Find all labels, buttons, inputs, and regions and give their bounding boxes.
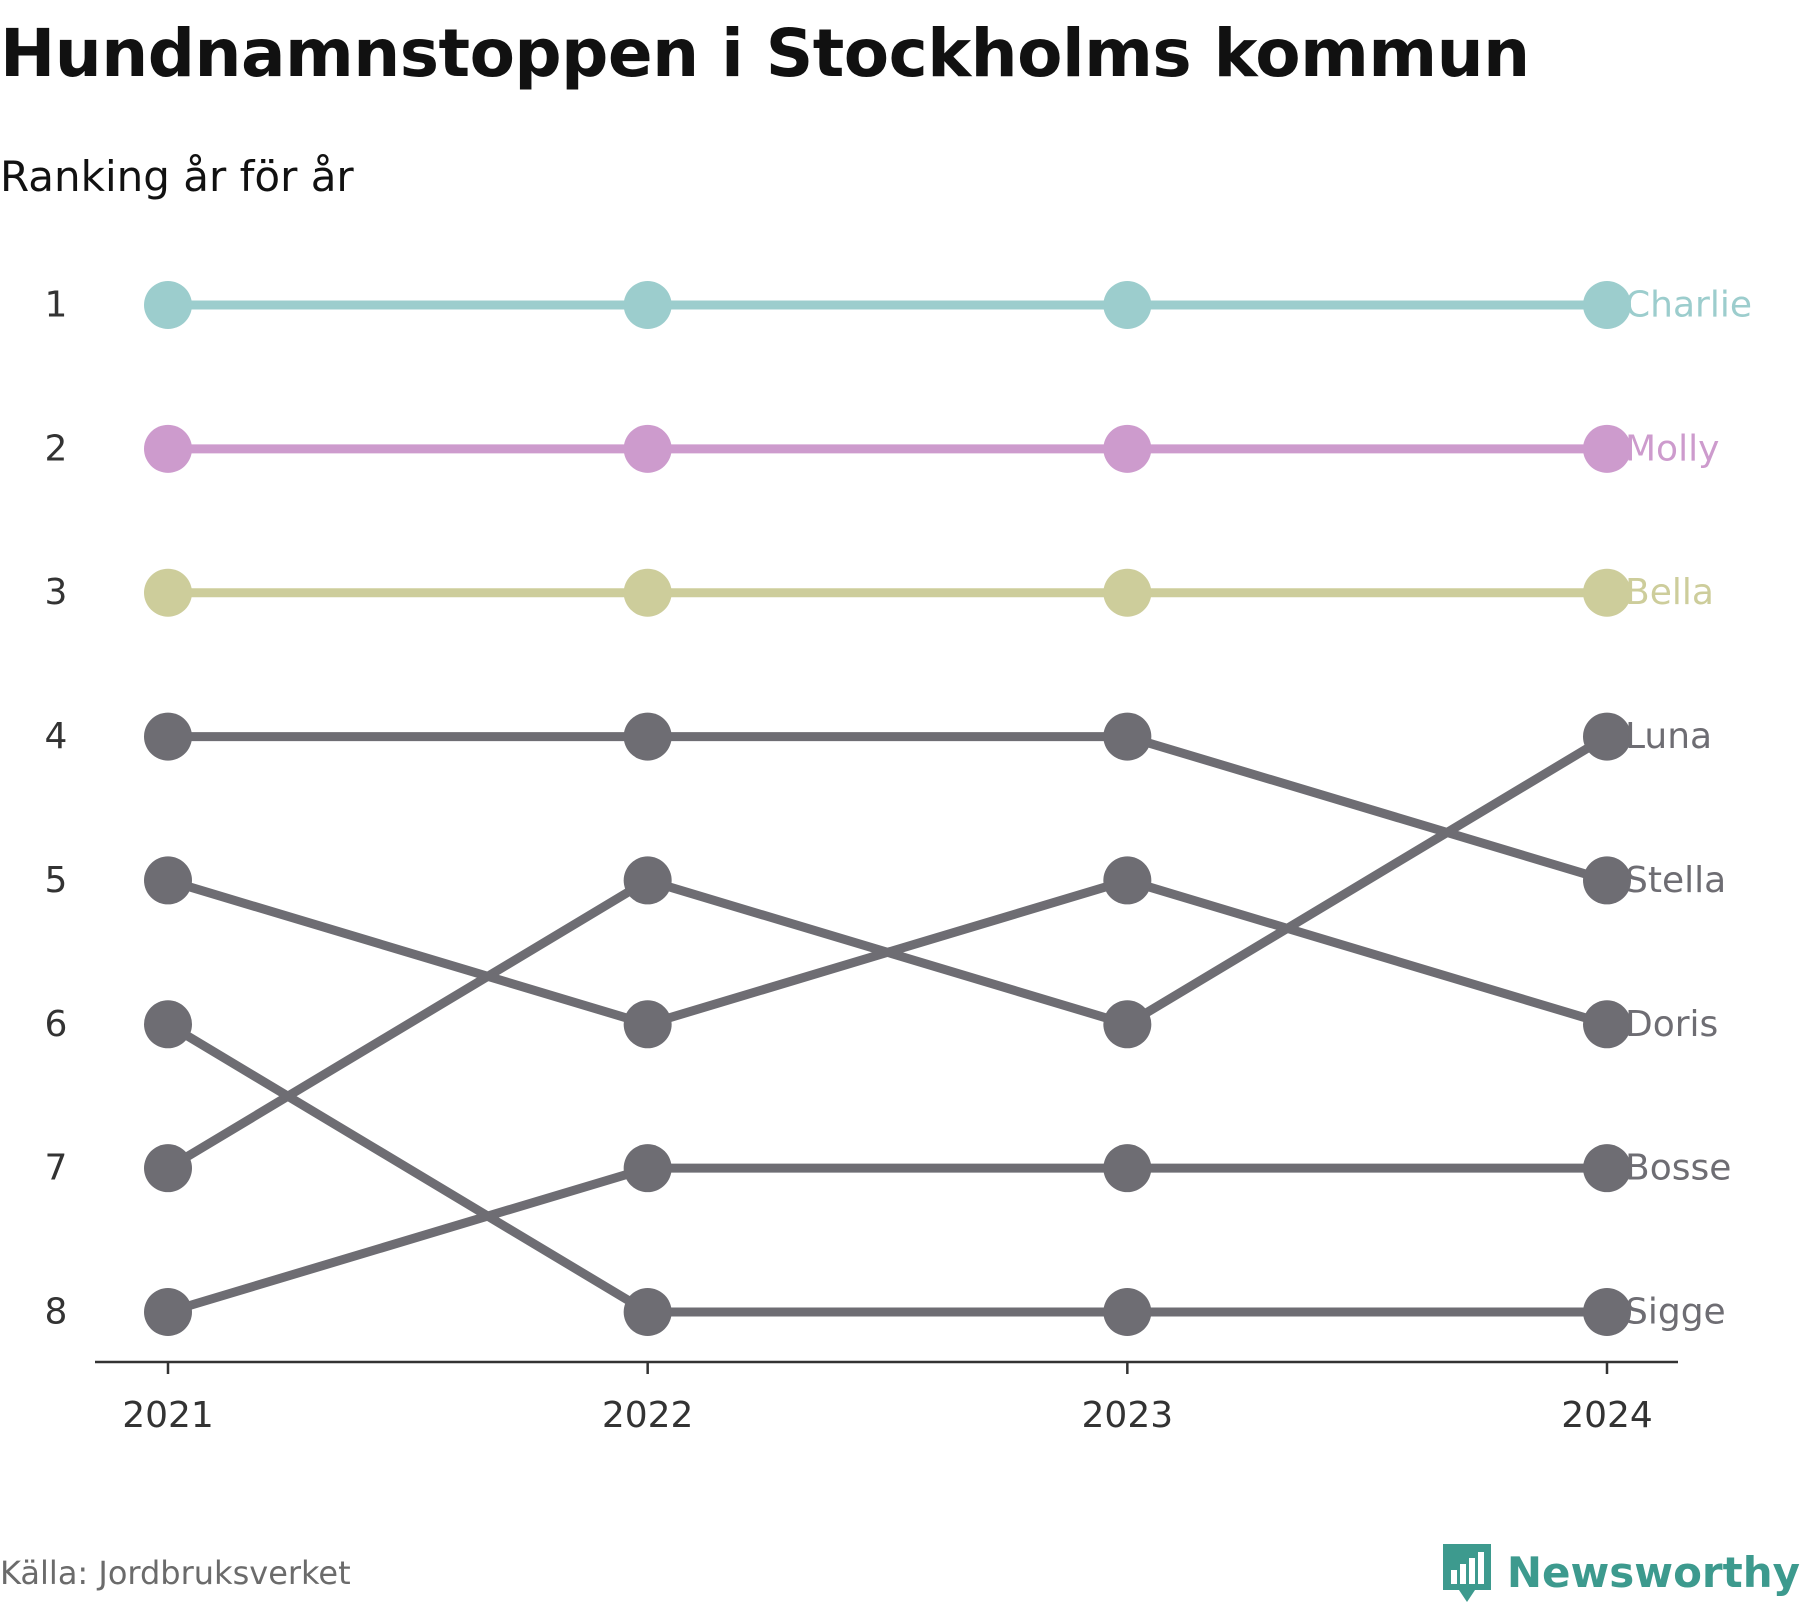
data-point	[623, 856, 672, 905]
x-tick-label: 2024	[1561, 1395, 1653, 1436]
y-tick-label: 8	[45, 1292, 68, 1333]
x-tick-label: 2022	[602, 1395, 694, 1436]
series-label: Stella	[1625, 860, 1726, 901]
data-point	[623, 281, 672, 329]
y-tick-label: 6	[45, 1004, 68, 1045]
data-point	[1103, 856, 1152, 905]
data-point	[1103, 424, 1152, 473]
data-point	[1103, 1288, 1152, 1336]
data-point	[623, 1144, 672, 1193]
series-molly: Molly	[144, 424, 1719, 473]
data-point	[1583, 712, 1631, 761]
data-point	[1583, 856, 1631, 905]
data-point	[623, 424, 672, 473]
data-point	[144, 712, 192, 761]
data-point	[623, 568, 672, 617]
data-point	[144, 1288, 192, 1336]
y-tick-label: 1	[45, 285, 68, 326]
data-point	[1583, 568, 1631, 617]
bump-chart: 1 2 3 4 5 6 7 8 2021 2022 2023 2024 Luna Stella Doris B…	[45, 281, 1752, 1436]
y-tick-label: 2	[45, 428, 68, 469]
series-label: Bella	[1625, 572, 1714, 613]
chart-title: Hundnamnstoppen i Stockholms kommun	[0, 15, 1530, 92]
series-charlie: Charlie	[144, 281, 1752, 329]
data-point	[144, 281, 192, 329]
data-point	[623, 712, 672, 761]
logo-text: Newsworthy	[1506, 1548, 1800, 1597]
data-point	[1103, 712, 1152, 761]
data-point	[144, 856, 192, 905]
series-line	[163, 1019, 1612, 1317]
data-point	[1583, 1144, 1631, 1193]
series-luna: Luna	[144, 712, 1712, 1193]
series-doris: Doris	[144, 856, 1718, 1049]
series-label: Sigge	[1625, 1292, 1726, 1333]
data-point	[1583, 424, 1631, 473]
data-point	[144, 1144, 192, 1193]
data-point	[1583, 1288, 1631, 1336]
data-point	[623, 1000, 672, 1049]
data-point	[1103, 568, 1152, 617]
series-label: Doris	[1625, 1004, 1718, 1045]
y-tick-label: 5	[45, 860, 68, 901]
series-label: Molly	[1625, 428, 1719, 469]
newsworthy-logo: Newsworthy	[1442, 1542, 1800, 1604]
y-tick-label: 4	[45, 716, 68, 757]
x-tick-label: 2021	[122, 1395, 214, 1436]
x-tick-label: 2023	[1082, 1395, 1174, 1436]
series-line	[163, 1163, 1612, 1317]
series-stella: Stella	[144, 712, 1726, 905]
series-line	[163, 875, 1612, 1029]
chart-subtitle: Ranking år för år	[0, 152, 354, 201]
data-point	[1103, 1144, 1152, 1193]
source-note: Källa: Jordbruksverket	[0, 1554, 351, 1592]
y-tick-label: 7	[45, 1148, 68, 1189]
series-bosse: Bosse	[144, 1144, 1731, 1336]
data-point	[144, 568, 192, 617]
data-point	[1103, 281, 1152, 329]
series-label: Charlie	[1625, 285, 1752, 326]
series-bella: Bella	[144, 568, 1714, 617]
series-line	[163, 732, 1612, 885]
data-point	[1103, 1000, 1152, 1049]
series-label: Bosse	[1625, 1148, 1731, 1189]
data-point	[144, 424, 192, 473]
bar-chart-speech-bubble-icon	[1442, 1544, 1491, 1602]
series-label: Luna	[1625, 716, 1712, 757]
data-point	[1583, 1000, 1631, 1049]
y-tick-label: 3	[45, 572, 68, 613]
series-sigge: Sigge	[144, 1000, 1726, 1336]
data-point	[623, 1288, 672, 1336]
data-point	[1583, 281, 1631, 329]
data-point	[144, 1000, 192, 1049]
